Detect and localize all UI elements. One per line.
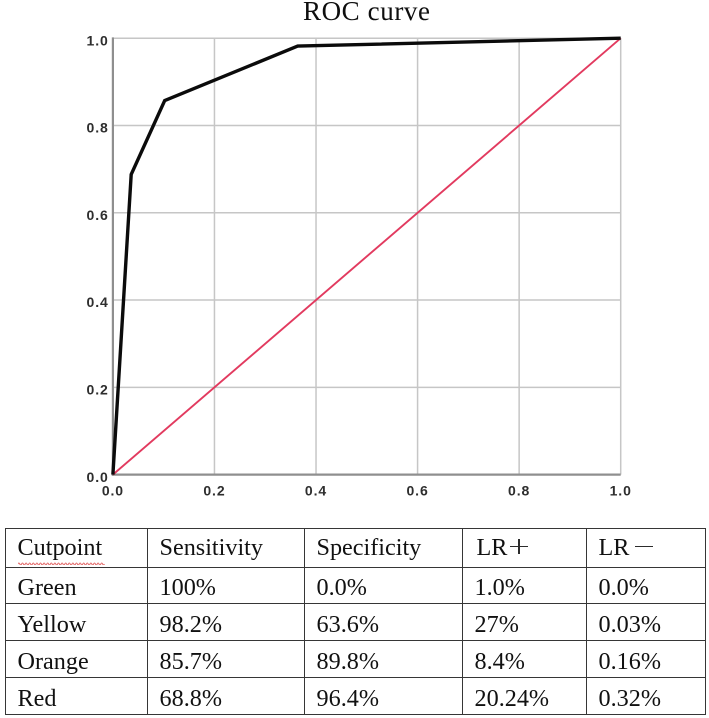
svg-text:0.8: 0.8 — [87, 120, 109, 136]
svg-text:0.2: 0.2 — [203, 482, 225, 498]
svg-text:0.4: 0.4 — [305, 482, 327, 498]
svg-text:0.6: 0.6 — [87, 207, 109, 223]
svg-text:0.4: 0.4 — [87, 294, 109, 310]
svg-text:ROC curve: ROC curve — [303, 0, 431, 26]
svg-text:0.8: 0.8 — [508, 482, 530, 498]
svg-text:0.2: 0.2 — [87, 382, 109, 398]
svg-text:1.0: 1.0 — [610, 482, 632, 498]
svg-text:1.0: 1.0 — [87, 32, 109, 48]
svg-text:0.0: 0.0 — [87, 469, 109, 485]
svg-text:0.6: 0.6 — [406, 482, 428, 498]
svg-text:0.0: 0.0 — [102, 482, 124, 498]
